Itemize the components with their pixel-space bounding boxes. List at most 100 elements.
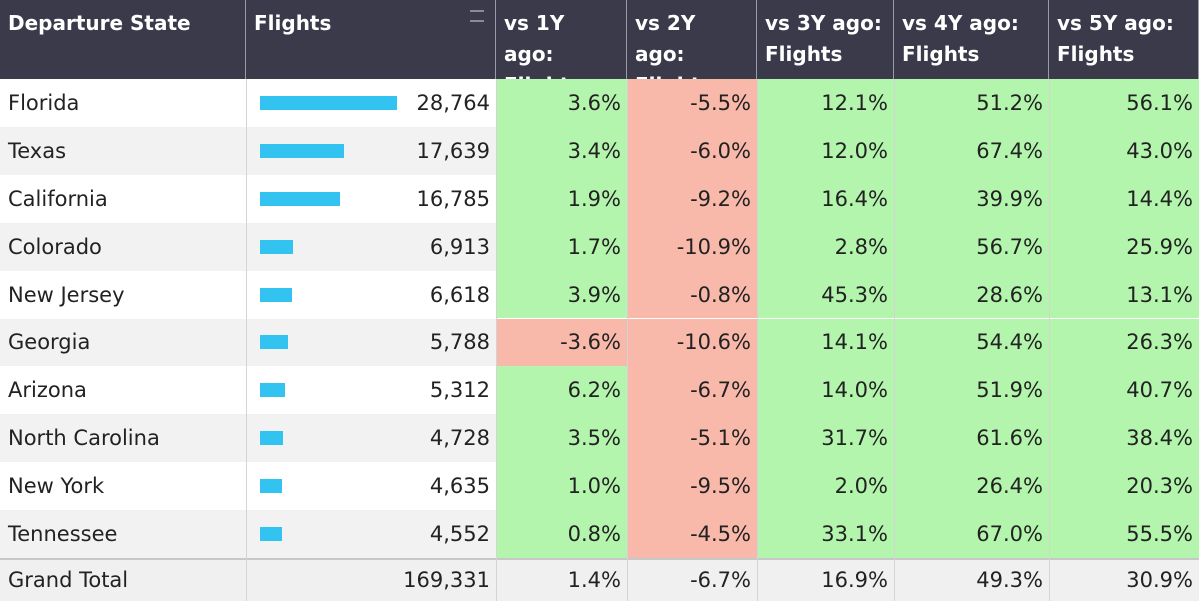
change-cell: 31.7% [757, 414, 894, 463]
change-cell: -6.7% [627, 366, 757, 415]
change-cell: 38.4% [1049, 414, 1199, 463]
change-cell: 1.7% [496, 222, 627, 271]
change-cell: 2.0% [757, 462, 894, 511]
row-background [0, 414, 496, 463]
change-cell: 14.0% [757, 366, 894, 415]
flights-cell: 4,728 [429, 426, 490, 451]
change-cell: -5.5% [627, 79, 757, 127]
row-background [0, 318, 496, 367]
change-cell: 33.1% [757, 510, 894, 558]
total-change: -6.7% [690, 567, 751, 592]
column-separator [627, 79, 628, 601]
column-header: vs 4Y ago: Flights [894, 0, 1049, 79]
total-change: 49.3% [976, 567, 1043, 592]
change-cell: 20.3% [1049, 462, 1199, 511]
change-cell: 3.5% [496, 414, 627, 463]
column-header: vs 1Y ago: Flights [496, 0, 627, 79]
flights-cell: 4,635 [429, 474, 490, 499]
sort-icon [470, 10, 484, 22]
change-cell: -9.2% [627, 174, 757, 223]
row-background [0, 366, 496, 415]
change-cell: -0.8% [627, 270, 757, 319]
column-separator [246, 79, 247, 601]
change-cell: 3.4% [496, 126, 627, 175]
change-cell: 55.5% [1049, 510, 1199, 558]
change-cell: -9.5% [627, 462, 757, 511]
total-change: 16.9% [821, 567, 888, 592]
change-cell: 14.1% [757, 318, 894, 367]
flights-cell: 4,552 [429, 522, 490, 547]
change-cell: 51.2% [894, 79, 1049, 127]
change-cell: 13.1% [1049, 270, 1199, 319]
change-cell: -3.6% [496, 318, 627, 367]
state-cell: New York [8, 474, 105, 499]
flights-bar [260, 287, 292, 302]
change-cell: 39.9% [894, 174, 1049, 223]
change-cell: 67.0% [894, 510, 1049, 558]
flights-cell: 6,913 [429, 234, 490, 259]
change-cell: 1.0% [496, 462, 627, 511]
row-background [0, 270, 496, 319]
change-cell: 67.4% [894, 126, 1049, 175]
state-cell: Florida [8, 90, 80, 115]
change-cell: -6.0% [627, 126, 757, 175]
change-cell: 61.6% [894, 414, 1049, 463]
state-cell: New Jersey [8, 282, 125, 307]
flights-bar [260, 191, 340, 206]
total-flights: 169,331 [403, 567, 490, 592]
flights-bar [260, 335, 288, 350]
row-background [0, 510, 496, 558]
change-cell: 3.6% [496, 79, 627, 127]
column-header: vs 2Y ago: Flights [627, 0, 757, 79]
flights-bar [260, 479, 283, 494]
flights-bar [260, 143, 344, 158]
row-background [0, 222, 496, 271]
change-cell: 16.4% [757, 174, 894, 223]
total-label: Grand Total [8, 567, 129, 592]
column-header: vs 3Y ago: Flights [757, 0, 894, 79]
flights-bar [260, 431, 283, 446]
flights-cell: 28,764 [416, 90, 490, 115]
flights-bar [260, 95, 397, 110]
column-separator [894, 79, 895, 601]
column-header: vs 5Y ago: Flights [1049, 0, 1199, 79]
change-cell: 56.1% [1049, 79, 1199, 127]
change-cell: 1.9% [496, 174, 627, 223]
column-separator [757, 79, 758, 601]
change-cell: 43.0% [1049, 126, 1199, 175]
change-cell: 12.0% [757, 126, 894, 175]
change-cell: -4.5% [627, 510, 757, 558]
change-cell: 54.4% [894, 318, 1049, 367]
change-cell: 6.2% [496, 366, 627, 415]
column-separator [1049, 79, 1050, 601]
change-cell: -5.1% [627, 414, 757, 463]
total-background [0, 558, 1199, 601]
change-cell: 26.4% [894, 462, 1049, 511]
flights-cell: 17,639 [416, 138, 490, 163]
flights-cell: 6,618 [429, 282, 490, 307]
state-cell: California [8, 186, 108, 211]
flights-cell: 5,312 [429, 378, 490, 403]
state-cell: North Carolina [8, 426, 160, 451]
change-cell: 0.8% [496, 510, 627, 558]
state-cell: Arizona [8, 378, 87, 403]
change-cell: -10.6% [627, 318, 757, 367]
change-cell: 25.9% [1049, 222, 1199, 271]
row-background [0, 79, 496, 127]
flights-bar [260, 527, 282, 542]
change-cell: 14.4% [1049, 174, 1199, 223]
change-cell: 12.1% [757, 79, 894, 127]
change-cell: 3.9% [496, 270, 627, 319]
flights-cell: 5,788 [429, 330, 490, 355]
flights-bar [260, 239, 293, 254]
state-cell: Colorado [8, 234, 102, 259]
change-cell: 2.8% [757, 222, 894, 271]
change-cell: 40.7% [1049, 366, 1199, 415]
state-cell: Georgia [8, 330, 91, 355]
change-cell: 56.7% [894, 222, 1049, 271]
change-cell: -10.9% [627, 222, 757, 271]
state-cell: Texas [8, 138, 67, 163]
total-change: 30.9% [1126, 567, 1193, 592]
flights-bar [260, 383, 286, 398]
